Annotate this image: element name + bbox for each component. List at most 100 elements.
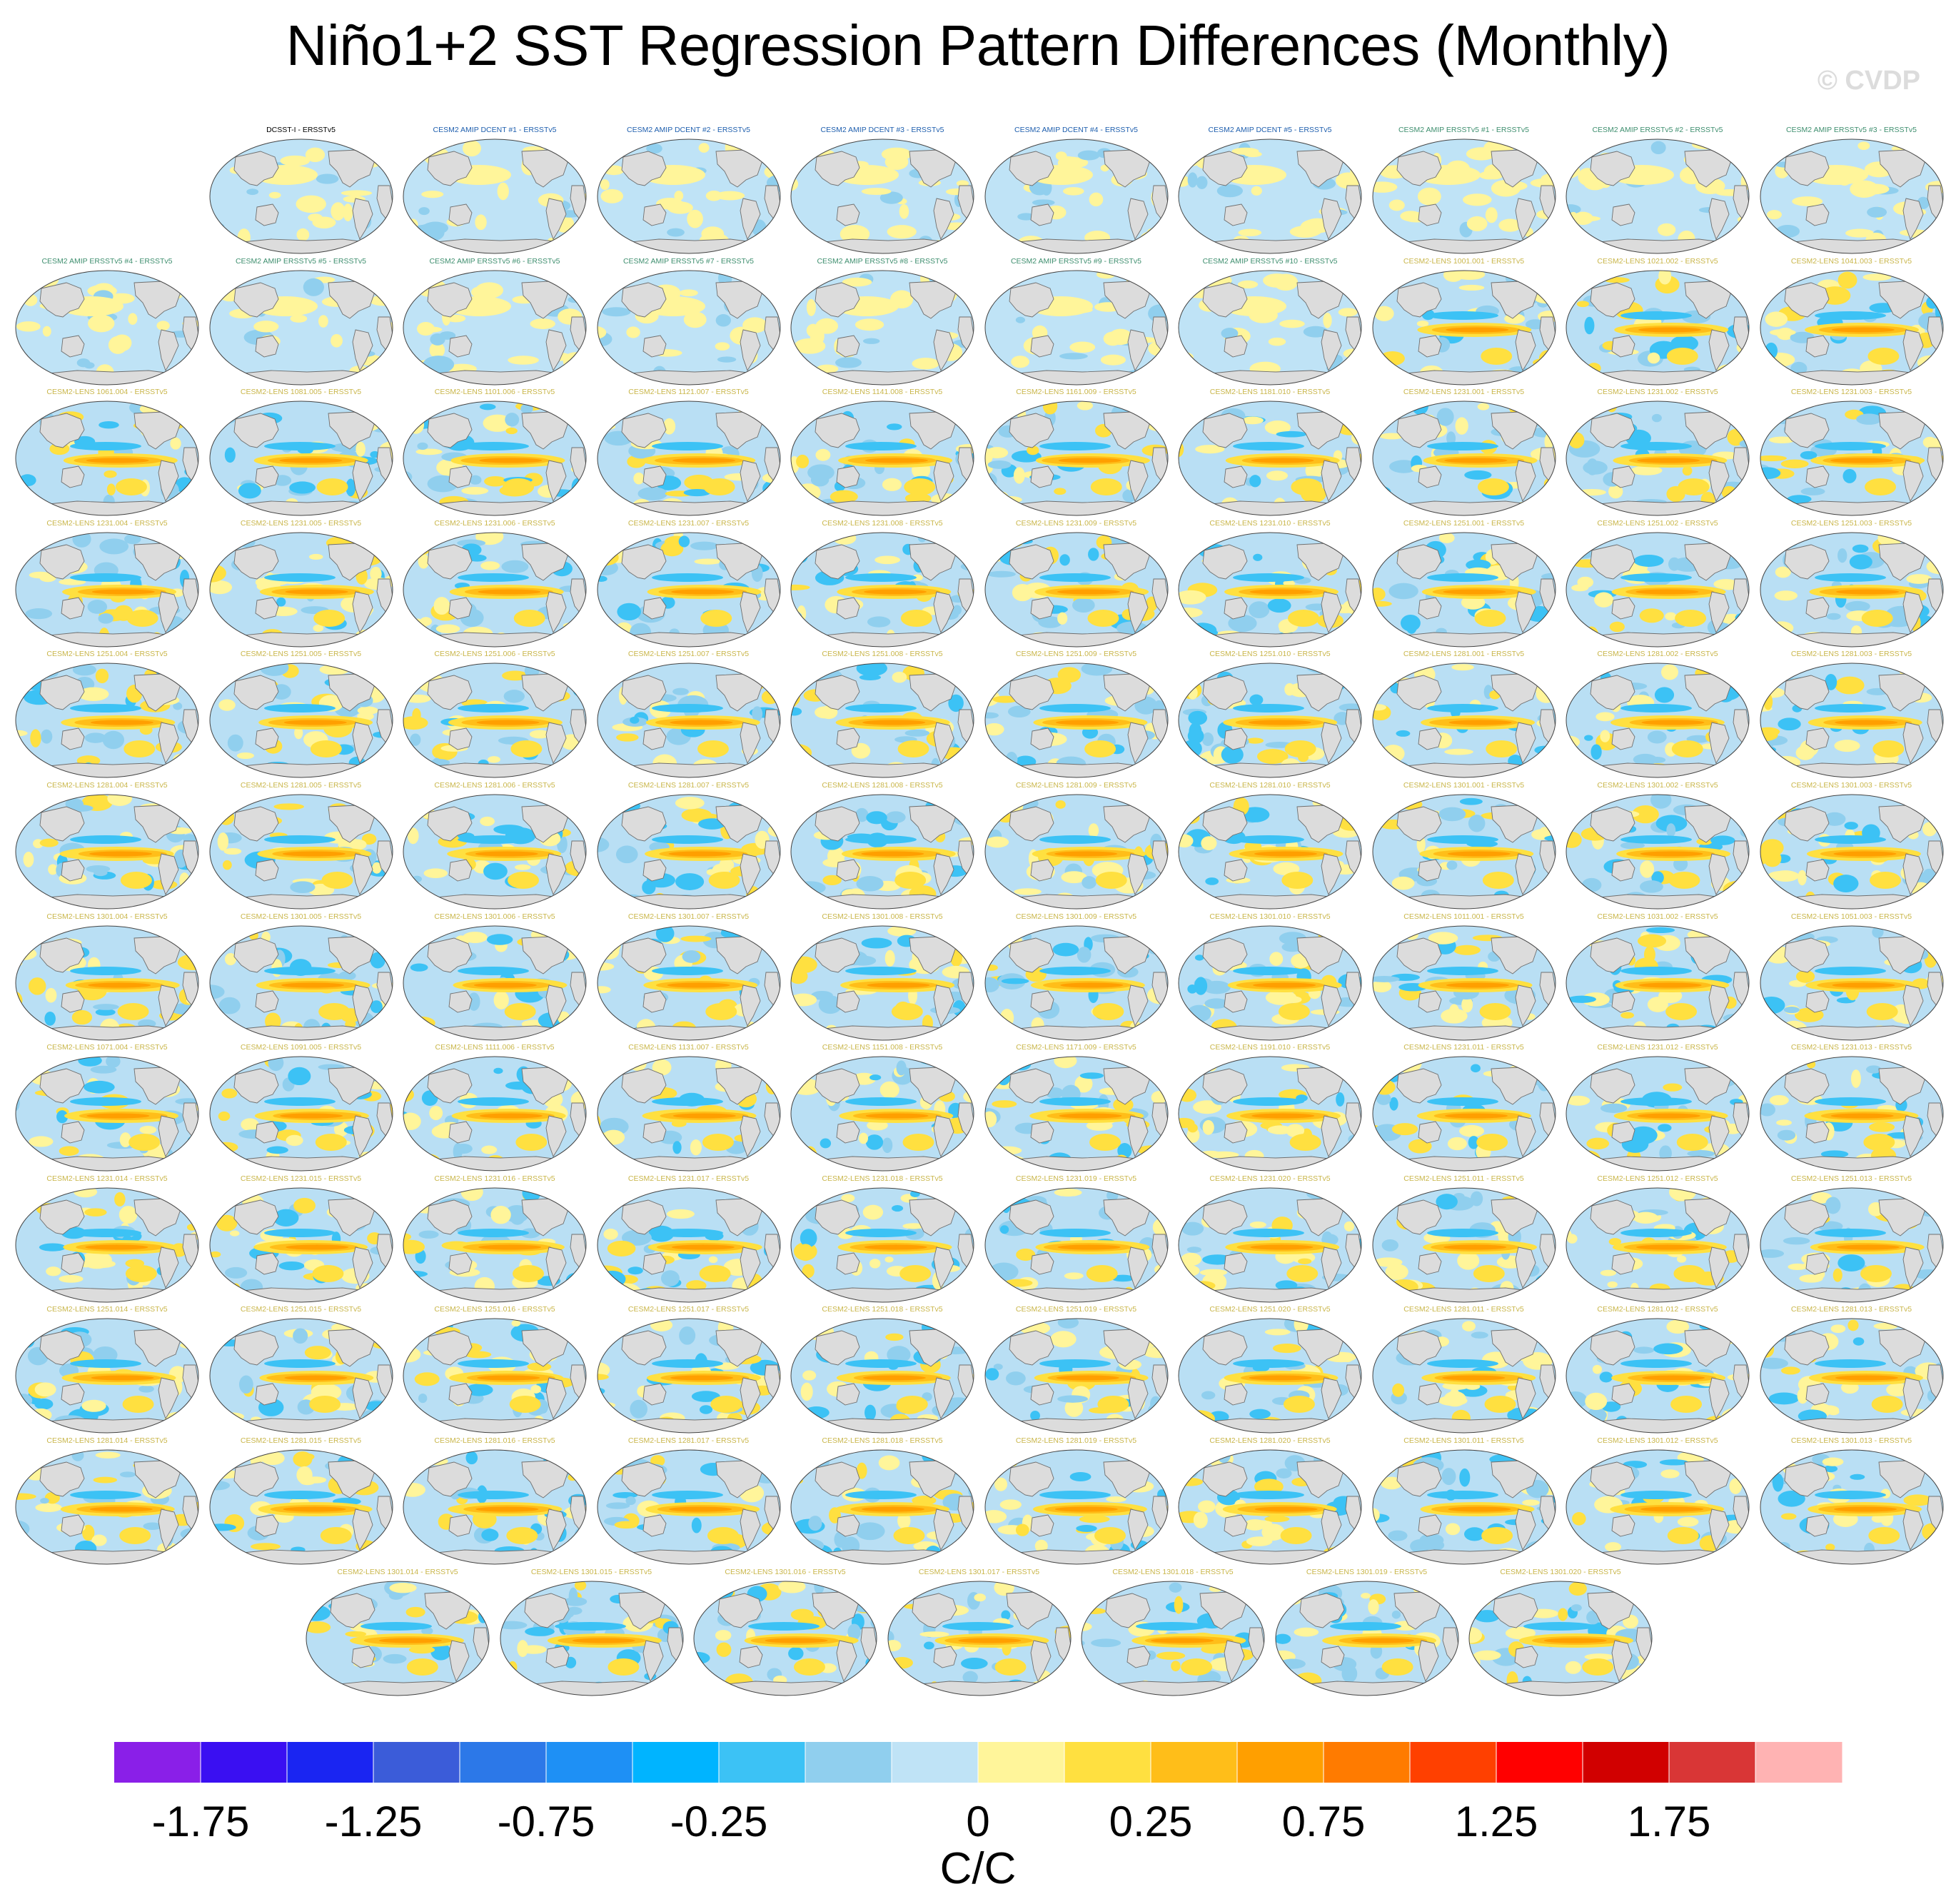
map-outline [15,1187,199,1303]
continent [428,370,565,385]
anomaly-patch [403,756,413,767]
regression-map [597,138,780,254]
anomaly-patch [1152,545,1168,560]
equatorial-warm-tongue [670,1375,733,1381]
anomaly-patch [1348,1135,1358,1144]
anomaly-patch [655,925,674,942]
continent [1590,1156,1728,1172]
map-outline [1566,532,1750,648]
map-panel: CESM2 AMIP ERSSTv5 #3 - ERSSTv5 [1758,126,1946,258]
map-outline [403,1449,587,1565]
continent [39,282,85,318]
continent [255,335,278,358]
continent [815,151,860,186]
south-pacific-patch [1673,1264,1705,1282]
anomaly-patch [1769,1095,1789,1106]
anomaly-patch [236,752,254,760]
regression-map [984,794,1168,910]
anomaly-patch [86,865,111,873]
continent [1590,1199,1635,1235]
anomaly-patch [1179,740,1186,760]
regression-map [15,1056,199,1172]
continent [255,859,278,882]
anomaly-patch [1064,1399,1083,1418]
anomaly-patch [1668,557,1680,571]
continent [1515,329,1536,371]
south-pacific-patch [700,609,732,627]
continent [39,937,85,973]
map-outline [984,1318,1168,1434]
continent [1784,413,1829,448]
anomaly-patch [652,1059,672,1076]
equatorial-warm-tongue [864,589,927,595]
anomaly-patch [213,1142,238,1153]
anomaly-patch [184,405,198,413]
anomaly-patch [227,735,243,752]
continent [1515,1377,1536,1420]
map-outline [1372,794,1556,910]
map-panel: CESM2-LENS 1231.001 - ERSSTv5 [1370,388,1558,520]
equatorial-warm-tongue [667,982,730,988]
anomaly-patch [403,814,418,824]
continent [427,1461,473,1497]
anomaly-patch [35,1422,54,1429]
map-panel: CESM2-LENS 1251.004 - ERSSTv5 [13,650,201,782]
cool-band [458,1228,529,1237]
equatorial-warm-tongue [86,1113,150,1119]
anomaly-patch [1566,1406,1580,1419]
anomaly-patch [1079,1072,1104,1079]
regression-map [403,270,587,386]
continent [1418,1121,1441,1144]
anomaly-patch [16,1493,36,1500]
anomaly-patch [763,403,780,413]
anomaly-patch [994,535,1024,548]
map-panel: CESM2 AMIP ERSSTv5 #4 - ERSSTv5 [13,257,201,389]
anomaly-patch [1435,1193,1458,1210]
continent [1805,859,1829,882]
continent [1396,762,1534,778]
cool-band [651,1097,723,1107]
continent [1515,1246,1536,1289]
figure-title: Niño1+2 SST Regression Pattern Differenc… [286,14,1670,77]
anomaly-patch [1264,420,1291,435]
map-panel-title: CESM2-LENS 1251.001 - ERSSTv5 [1403,518,1525,528]
anomaly-patch [1845,228,1874,238]
anomaly-patch [289,314,307,323]
anomaly-patch [885,811,906,824]
anomaly-patch [887,225,917,239]
continent [255,465,278,488]
continent [427,1199,473,1235]
anomaly-patch [1157,1204,1168,1217]
continent [1902,853,1923,896]
anomaly-patch [182,1319,198,1328]
anomaly-patch [46,1266,61,1276]
anomaly-patch [209,1479,213,1488]
south-pacific-patch [1283,1396,1315,1414]
continent [815,1068,860,1104]
south-pacific-patch [320,1527,352,1544]
anomaly-patch [1650,141,1666,155]
anomaly-patch [72,532,91,548]
anomaly-patch [1777,717,1801,731]
continent [933,1246,954,1289]
anomaly-patch [603,1062,617,1082]
map-outline [209,1318,393,1434]
regression-map [1372,794,1556,910]
anomaly-patch [1632,805,1659,824]
map-outline [1372,925,1556,1041]
anomaly-patch [1795,745,1815,761]
anomaly-patch [1268,337,1286,346]
anomaly-patch [181,1187,198,1201]
cool-band [458,1097,529,1107]
anomaly-patch [410,733,421,747]
anomaly-patch [963,767,974,774]
anomaly-patch [303,278,324,296]
anomaly-patch [761,690,779,705]
anomaly-patch [597,1069,608,1082]
anomaly-patch [1566,204,1581,215]
regression-map [1760,925,1943,1041]
south-pacific-patch [316,478,348,496]
anomaly-patch [175,498,198,511]
equatorial-warm-tongue [668,1506,732,1512]
map-outline [984,532,1168,648]
